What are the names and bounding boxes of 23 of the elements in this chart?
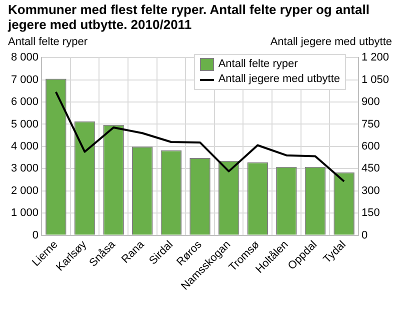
y2-tick-label: 1 200 (361, 52, 390, 64)
y2-tick-label: 150 (361, 207, 380, 220)
y-tick-label: 2 000 (10, 184, 39, 197)
y2-tick-label: 450 (361, 162, 380, 175)
y2-tick-label: 0 (361, 229, 368, 242)
y2-tick-label: 750 (361, 118, 380, 130)
y-tick-label: 3 000 (10, 162, 39, 175)
y2-tick-label: 1 050 (361, 74, 390, 86)
y2-tick-label: 900 (361, 96, 380, 108)
y-tick-label: 1 000 (10, 207, 39, 220)
y-tick-label: 6 000 (10, 96, 39, 108)
y-tick-label: 8 000 (10, 52, 39, 64)
y2-tick-label: 600 (361, 140, 380, 152)
y-tick-label: 0 (32, 229, 39, 242)
y-tick-label: 7 000 (10, 74, 39, 86)
y2-axis-title: Antall jegere med utbytte (270, 36, 392, 48)
legend-label: Antall jegere med utbytte (218, 72, 340, 87)
y-tick-label: 5 000 (10, 118, 39, 130)
y-axis-title: Antall felte ryper (8, 36, 88, 48)
y2-tick-label: 300 (361, 184, 380, 197)
chart-title: Kommuner med flest felte ryper. Antall felte ryper og antall jegere med utbytte. 2010/2011 (8, 2, 370, 32)
legend-label: Antall felte ryper (218, 57, 298, 72)
y-tick-label: 4 000 (10, 140, 39, 152)
